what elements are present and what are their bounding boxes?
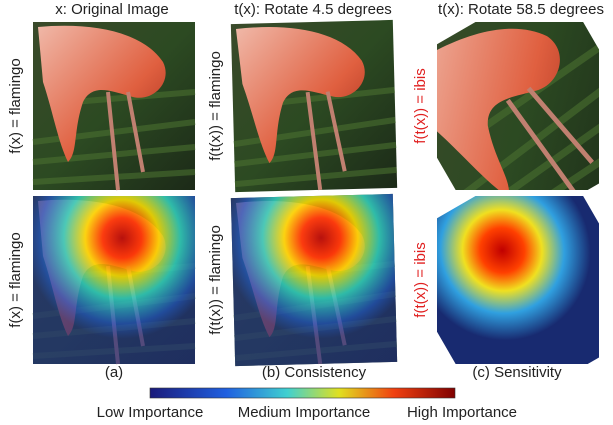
row-label: f(t(x)) = flamingo <box>207 51 224 161</box>
caption: (b) Consistency <box>262 364 367 381</box>
row-label: f(x) = flamingo <box>7 232 24 327</box>
rotated-heatmap <box>231 194 397 366</box>
column-title: t(x): Rotate 4.5 degrees <box>234 1 392 18</box>
row-label: f(t(x)) = flamingo <box>207 225 224 335</box>
row-label: f(x) = flamingo <box>7 58 24 153</box>
colorbar <box>150 388 455 398</box>
row-label: f(t(x)) = ibis <box>412 242 429 317</box>
caption: (c) Sensitivity <box>472 364 562 381</box>
row-label: f(t(x)) = ibis <box>412 68 429 143</box>
colorbar-label: Low Importance <box>97 404 204 421</box>
column-title: t(x): Rotate 58.5 degrees <box>438 1 604 18</box>
colorbar-label: High Importance <box>407 404 517 421</box>
caption: (a) <box>105 364 123 381</box>
column-title: x: Original Image <box>55 1 168 18</box>
colorbar-label: Medium Importance <box>238 404 371 421</box>
original-image <box>33 22 195 190</box>
figure: x: Original Image t(x): Rotate 4.5 degre… <box>0 0 613 425</box>
original-heatmap <box>33 196 195 364</box>
rotated-image <box>231 20 397 192</box>
